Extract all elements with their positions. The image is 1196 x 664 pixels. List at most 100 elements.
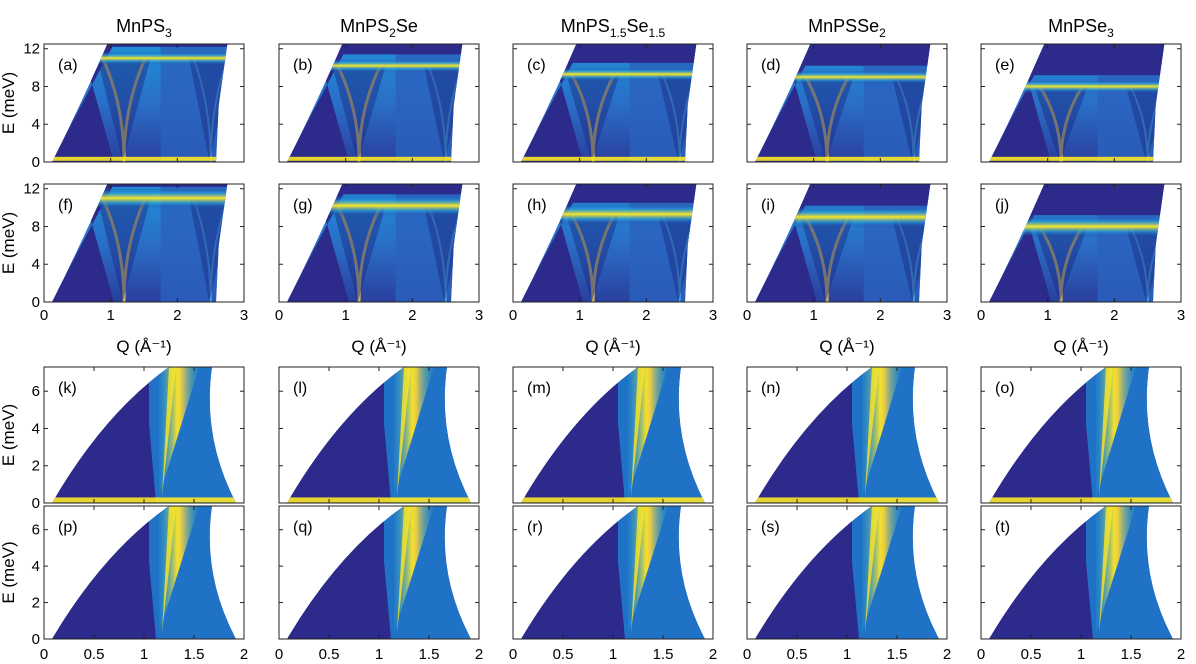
- x-tick-label: 0.5: [787, 646, 808, 663]
- x-tick-label: 1: [1043, 307, 1051, 324]
- panel-n: (n): [746, 366, 948, 504]
- panel-q: 0 0.5 1 1.5 2 (q): [275, 505, 483, 663]
- panel-j: 0 1 2 3 Q (Å⁻¹) (j): [977, 183, 1185, 356]
- x-tick-label: 0: [743, 307, 751, 324]
- y-axis-label: E (meV): [0, 404, 18, 466]
- panel-t: 0 0.5 1 1.5 2 (t): [977, 505, 1185, 663]
- x-tick-label: 2: [709, 646, 717, 663]
- x-tick-label: 1: [809, 307, 817, 324]
- y-axis-label: E (meV): [0, 212, 18, 274]
- panel-d: (d): [746, 43, 948, 163]
- x-tick-label: 0.5: [1021, 646, 1042, 663]
- panel-label: (f): [58, 197, 73, 214]
- x-tick-label: 3: [943, 307, 951, 324]
- x-tick-label: 2: [475, 646, 483, 663]
- x-tick-label: 1: [575, 307, 583, 324]
- panel-label: (g): [293, 197, 313, 214]
- y-tick-label: 4: [32, 116, 40, 133]
- x-tick-label: 3: [1177, 307, 1185, 324]
- panel-l: (l): [278, 366, 480, 504]
- panel-h: 0 1 2 3 Q (Å⁻¹) (h): [509, 183, 717, 356]
- y-tick-label: 2: [32, 595, 40, 612]
- panel-label: (o): [995, 380, 1015, 397]
- x-tick-label: 1.5: [1121, 646, 1142, 663]
- x-tick-label: 0: [275, 307, 283, 324]
- panel-e: (e): [980, 43, 1182, 163]
- x-tick-label: 0: [977, 307, 985, 324]
- x-tick-label: 2: [1110, 307, 1118, 324]
- y-tick-label: 12: [23, 181, 40, 198]
- y-tick-label: 0: [32, 154, 40, 171]
- panel-label: (i): [761, 197, 775, 214]
- panel-label: (n): [761, 380, 781, 397]
- y-axis-label: E (meV): [0, 72, 18, 134]
- panel-c: (c): [512, 43, 714, 163]
- column-title: MnPS1.5​Se1.5​: [561, 16, 666, 40]
- x-tick-label: 3: [475, 307, 483, 324]
- x-tick-label: 0: [40, 307, 48, 324]
- x-tick-label: 1.5: [653, 646, 674, 663]
- x-tick-label: 3: [709, 307, 717, 324]
- x-tick-label: 0: [40, 646, 48, 663]
- x-tick-label: 2: [943, 646, 951, 663]
- panel-label: (b): [293, 57, 313, 74]
- y-tick-label: 4: [32, 420, 40, 437]
- y-tick-label: 6: [32, 522, 40, 539]
- column-title: MnPSSe2​: [808, 16, 886, 40]
- x-tick-label: 2: [642, 307, 650, 324]
- column-title: MnPS3​: [116, 16, 172, 40]
- panel-label: (c): [527, 57, 546, 74]
- panel-label: (l): [293, 380, 307, 397]
- x-tick-label: 2: [240, 646, 248, 663]
- x-tick-label: 0.5: [84, 646, 105, 663]
- x-axis-label: Q (Å⁻¹): [116, 337, 171, 356]
- x-tick-label: 1: [106, 307, 114, 324]
- x-tick-label: 0: [275, 646, 283, 663]
- y-tick-label: 2: [32, 458, 40, 475]
- x-axis-label: Q (Å⁻¹): [1053, 337, 1108, 356]
- x-tick-label: 2: [408, 307, 416, 324]
- panel-label: (e): [995, 57, 1015, 74]
- panel-a: 0 4 8 12 (a): [23, 41, 245, 171]
- x-axis-label: Q (Å⁻¹): [585, 337, 640, 356]
- y-tick-label: 0: [32, 495, 40, 512]
- panel-k: 0 2 4 6 (k): [32, 366, 245, 512]
- panel-label: (a): [58, 57, 78, 74]
- panel-label: (q): [293, 519, 313, 536]
- x-axis-label: Q (Å⁻¹): [819, 337, 874, 356]
- x-tick-label: 1.5: [887, 646, 908, 663]
- panel-s: 0 0.5 1 1.5 2 (s): [743, 505, 951, 663]
- y-tick-label: 6: [32, 383, 40, 400]
- x-tick-label: 1: [140, 646, 148, 663]
- panel-g: 0 1 2 3 Q (Å⁻¹) (g): [275, 183, 483, 356]
- panel-p: 0 2 4 6 0 0.5 1 1.5 2 (p): [32, 505, 248, 663]
- y-tick-label: 4: [32, 256, 40, 273]
- x-tick-label: 3: [240, 307, 248, 324]
- x-tick-label: 0.5: [319, 646, 340, 663]
- x-tick-label: 0: [743, 646, 751, 663]
- panel-label: (h): [527, 197, 547, 214]
- panel-o: (o): [980, 366, 1182, 504]
- x-tick-label: 1: [1077, 646, 1085, 663]
- panel-i: 0 1 2 3 Q (Å⁻¹) (i): [743, 183, 951, 356]
- y-tick-label: 0: [32, 294, 40, 311]
- panel-label: (d): [761, 57, 781, 74]
- panel-label: (t): [995, 519, 1010, 536]
- x-tick-label: 0: [509, 646, 517, 663]
- column-title: MnPSe3​: [1048, 16, 1114, 40]
- y-tick-label: 0: [32, 631, 40, 648]
- column-title: MnPS2​Se: [340, 16, 418, 40]
- panel-r: 0 0.5 1 1.5 2 (r): [509, 505, 717, 663]
- y-tick-label: 8: [32, 78, 40, 95]
- x-tick-label: 2: [876, 307, 884, 324]
- panel-label: (p): [58, 519, 78, 536]
- x-tick-label: 1: [341, 307, 349, 324]
- panel-label: (r): [527, 519, 543, 536]
- x-tick-label: 1.5: [419, 646, 440, 663]
- panel-label: (j): [995, 197, 1009, 214]
- panel-b: (b): [278, 43, 480, 163]
- y-tick-label: 12: [23, 41, 40, 58]
- x-axis-label: Q (Å⁻¹): [351, 337, 406, 356]
